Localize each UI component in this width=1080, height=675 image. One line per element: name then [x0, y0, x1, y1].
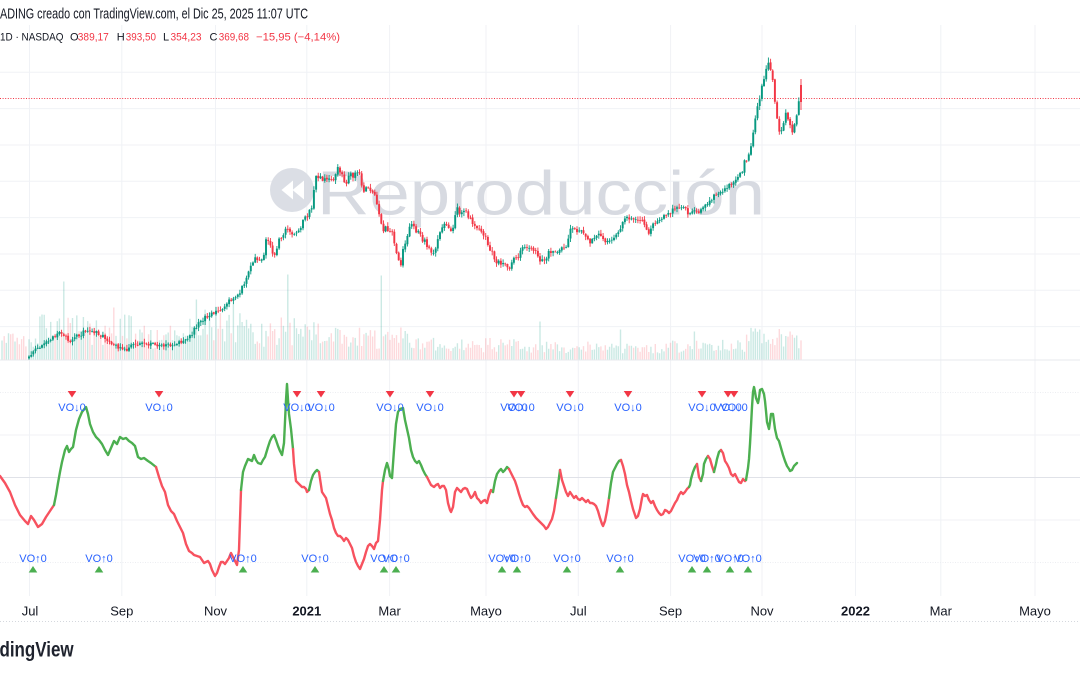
svg-text:1D · NASDAQ: 1D · NASDAQ	[0, 32, 64, 44]
svg-text:Mayo: Mayo	[470, 604, 502, 619]
svg-text:2022: 2022	[841, 604, 870, 619]
svg-text:Mayo: Mayo	[1019, 604, 1051, 619]
svg-text:Jul: Jul	[570, 604, 587, 619]
svg-text:Mar: Mar	[930, 604, 953, 619]
svg-text:−15,95 (−4,14%): −15,95 (−4,14%)	[256, 32, 340, 44]
svg-text:VO↑0: VO↑0	[734, 553, 762, 565]
svg-text:VO↓0: VO↓0	[614, 402, 642, 414]
svg-text:H: H	[117, 32, 125, 44]
svg-text:Nov: Nov	[204, 604, 228, 619]
svg-text:393,50: 393,50	[126, 32, 156, 44]
svg-text:VO↑0: VO↑0	[229, 553, 257, 565]
svg-text:Nov: Nov	[750, 604, 774, 619]
svg-text:VO↓0: VO↓0	[145, 402, 173, 414]
svg-text:L: L	[163, 32, 169, 44]
svg-text:Jul: Jul	[22, 604, 39, 619]
svg-text:389,17: 389,17	[78, 32, 109, 44]
svg-text:ADING creado con TradingView.c: ADING creado con TradingView.com, el Dic…	[0, 6, 308, 22]
svg-text:VO↓0: VO↓0	[500, 402, 528, 414]
svg-text:VO↑0: VO↑0	[693, 553, 721, 565]
svg-text:Sep: Sep	[110, 604, 133, 619]
svg-text:VO↑0: VO↑0	[678, 553, 706, 565]
svg-text:VO↓0: VO↓0	[714, 402, 742, 414]
svg-text:VO↑0: VO↑0	[301, 553, 329, 565]
svg-text:VO↑0: VO↑0	[503, 553, 531, 565]
svg-text:Mar: Mar	[378, 604, 401, 619]
svg-text:O: O	[70, 32, 79, 44]
svg-text:VO↑0: VO↑0	[553, 553, 581, 565]
svg-text:VO↓0: VO↓0	[307, 402, 335, 414]
svg-text:VO↓0: VO↓0	[507, 402, 535, 414]
svg-text:VO↓0: VO↓0	[416, 402, 444, 414]
svg-text:354,23: 354,23	[171, 32, 202, 44]
svg-text:Sep: Sep	[659, 604, 682, 619]
svg-text:VO↓0: VO↓0	[556, 402, 584, 414]
svg-text:VO↑0: VO↑0	[488, 553, 516, 565]
svg-text:Reproducción: Reproducción	[317, 160, 765, 229]
svg-text:2021: 2021	[292, 604, 321, 619]
svg-text:VO↓0: VO↓0	[720, 402, 748, 414]
svg-text:VO↑0: VO↑0	[85, 553, 113, 565]
svg-text:TradingView: TradingView	[0, 639, 74, 662]
svg-text:VO↓0: VO↓0	[688, 402, 716, 414]
svg-text:369,68: 369,68	[219, 32, 249, 44]
svg-text:VO↓0: VO↓0	[283, 402, 311, 414]
svg-text:VO↑0: VO↑0	[370, 553, 398, 565]
svg-text:VO↑0: VO↑0	[19, 553, 47, 565]
svg-text:VO↑0: VO↑0	[606, 553, 634, 565]
svg-text:VO↓0: VO↓0	[376, 402, 404, 414]
svg-text:VO↑0: VO↑0	[382, 553, 410, 565]
svg-text:C: C	[210, 32, 218, 44]
svg-text:VO↓0: VO↓0	[58, 402, 86, 414]
svg-text:VO↑0: VO↑0	[716, 553, 744, 565]
